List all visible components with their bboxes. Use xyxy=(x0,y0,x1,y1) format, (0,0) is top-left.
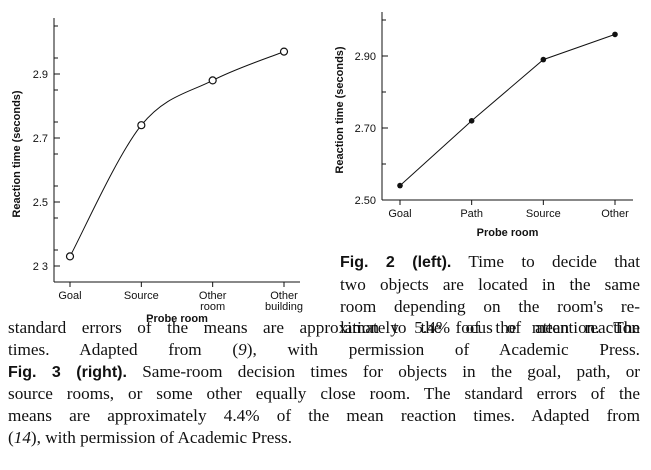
data-point xyxy=(540,56,547,63)
x-tick-label: Goal xyxy=(58,290,81,302)
caption-line: times. Adapted from ( xyxy=(8,339,239,359)
x-axis-label: Probe room xyxy=(146,313,208,325)
caption-full-width: standard errors of the means are approxi… xyxy=(8,317,640,449)
x-tick-label: Path xyxy=(460,208,483,220)
series-line xyxy=(69,51,285,257)
reference-number: 9 xyxy=(238,339,247,359)
chart-fig3: 2.50 2.70 2.90 Goal Path Source Other Probe roo… xyxy=(325,0,651,245)
data-point xyxy=(137,121,146,130)
caption-line: two objects are located in the same xyxy=(340,274,640,294)
y-axis-label: Reaction time (seconds) xyxy=(334,46,346,173)
data-point xyxy=(279,47,289,56)
caption-line: source rooms, or some other equally clos… xyxy=(8,384,640,404)
x-tick-label: Source xyxy=(526,208,561,220)
y-tick-label: 2.70 xyxy=(355,123,376,135)
y-tick-label: 2.5 xyxy=(33,197,48,209)
data-point xyxy=(468,118,475,124)
chart-fig2: 2 3 2.5 2.7 2.9 Goal Source Other room Other buil… xyxy=(0,0,325,330)
data-point xyxy=(612,31,618,38)
caption-fig2-top: Fig. 2 (left). Time to decide that two o… xyxy=(340,251,640,339)
y-tick-label: 2.7 xyxy=(33,133,48,145)
data-point xyxy=(65,252,75,261)
data-point xyxy=(208,76,217,85)
x-tick-label: Other xyxy=(601,208,629,220)
x-axis-label: Probe room xyxy=(477,227,539,239)
caption-line: standard errors of the means are approxi… xyxy=(8,318,640,337)
caption-line: ), with permission of Academic Press. xyxy=(246,339,640,359)
x-tick-label: Source xyxy=(124,290,159,302)
reference-number: 14 xyxy=(13,427,31,447)
caption-line: ( xyxy=(8,427,14,447)
x-tick-label: Goal xyxy=(388,208,411,220)
data-point xyxy=(397,182,403,189)
caption-line: Same-room decision times for objects in … xyxy=(142,361,641,381)
x-tick-label: Other room xyxy=(199,290,227,313)
chart-fig2-svg: 2 3 2.5 2.7 2.9 Goal Source Other room Other buil… xyxy=(11,18,303,325)
y-tick-label: 2.9 xyxy=(33,69,48,81)
fig2-label: Fig. 2 (left). xyxy=(340,254,452,271)
x-tick-label: Other building xyxy=(265,290,303,313)
y-tick-label: 2.90 xyxy=(355,51,376,63)
caption-line: ), with permission of Academic Press. xyxy=(30,427,293,447)
caption-line: means are approximately 4.4% of the mean… xyxy=(8,406,640,426)
y-tick-label: 2.50 xyxy=(355,195,376,207)
series-line xyxy=(399,33,616,186)
y-axis-label: Reaction time (seconds) xyxy=(11,90,23,217)
y-tick-label: 2 3 xyxy=(33,261,48,273)
caption-line: room depending on the room's re- xyxy=(340,296,640,316)
chart-fig3-svg: 2.50 2.70 2.90 Goal Path Source Other Probe roo… xyxy=(334,12,633,239)
fig3-label: Fig. 3 (right). xyxy=(8,363,127,381)
caption-line: Time to decide that xyxy=(468,252,640,271)
caption-line: lation to the focus of attention. The xyxy=(340,318,640,338)
